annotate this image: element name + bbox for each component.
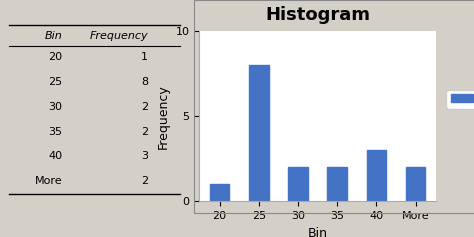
Text: 8: 8 — [141, 77, 148, 87]
Text: 25: 25 — [48, 77, 63, 87]
Bar — [406, 167, 425, 201]
Bar — [210, 184, 229, 201]
Text: 2: 2 — [141, 176, 148, 186]
X-axis label: Bin: Bin — [308, 227, 328, 237]
Text: 35: 35 — [48, 127, 63, 137]
Text: More: More — [35, 176, 63, 186]
Bar — [366, 150, 386, 201]
Bar — [328, 167, 347, 201]
Legend: Frequency: Frequency — [447, 90, 474, 109]
Text: 3: 3 — [141, 151, 148, 161]
Text: Frequency: Frequency — [89, 31, 148, 41]
Text: Bin: Bin — [45, 31, 63, 41]
Bar — [249, 65, 269, 201]
Title: Histogram: Histogram — [265, 6, 370, 24]
Text: 20: 20 — [48, 52, 63, 62]
Bar — [288, 167, 308, 201]
Text: 40: 40 — [48, 151, 63, 161]
Text: 2: 2 — [141, 102, 148, 112]
Text: 2: 2 — [141, 127, 148, 137]
Text: 30: 30 — [48, 102, 63, 112]
Y-axis label: Frequency: Frequency — [157, 84, 170, 149]
Text: 1: 1 — [141, 52, 148, 62]
